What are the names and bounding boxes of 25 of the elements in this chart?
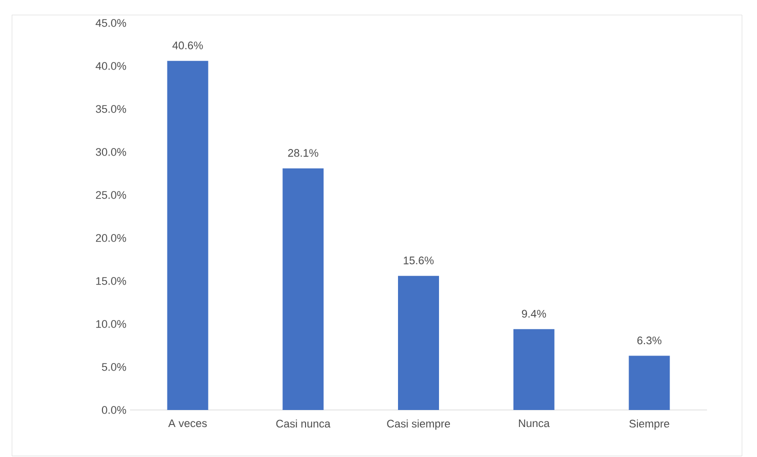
y-tick-label: 20.0% — [96, 234, 126, 242]
y-tick-label: 35.0% — [96, 105, 126, 113]
bar — [513, 329, 554, 410]
bar — [167, 60, 208, 410]
bar — [398, 276, 440, 410]
x-tick-label: A veces — [168, 420, 207, 428]
data-label: 6.3% — [637, 336, 662, 344]
x-tick-label: Casi nunca — [276, 420, 330, 428]
data-label: 9.4% — [522, 310, 546, 318]
data-label: 40.6% — [172, 42, 203, 50]
bar — [282, 168, 324, 410]
x-tick-label: Casi siempre — [387, 420, 450, 430]
y-tick-label: 15.0% — [96, 277, 126, 285]
data-label: 15.6% — [404, 256, 434, 264]
y-tick-label: 10.0% — [96, 320, 126, 328]
y-tick-label: 5.0% — [102, 363, 126, 371]
x-tick-label: Nunca — [518, 420, 550, 428]
y-tick-label: 0.0% — [102, 406, 126, 414]
x-tick-label: Siempre — [629, 420, 670, 430]
y-tick-label: 40.0% — [96, 62, 126, 70]
bar — [628, 356, 670, 410]
data-label: 28.1% — [288, 149, 318, 157]
y-tick-label: 45.0% — [96, 19, 126, 27]
y-tick-label: 30.0% — [96, 148, 126, 156]
y-tick-label: 25.0% — [96, 191, 126, 199]
